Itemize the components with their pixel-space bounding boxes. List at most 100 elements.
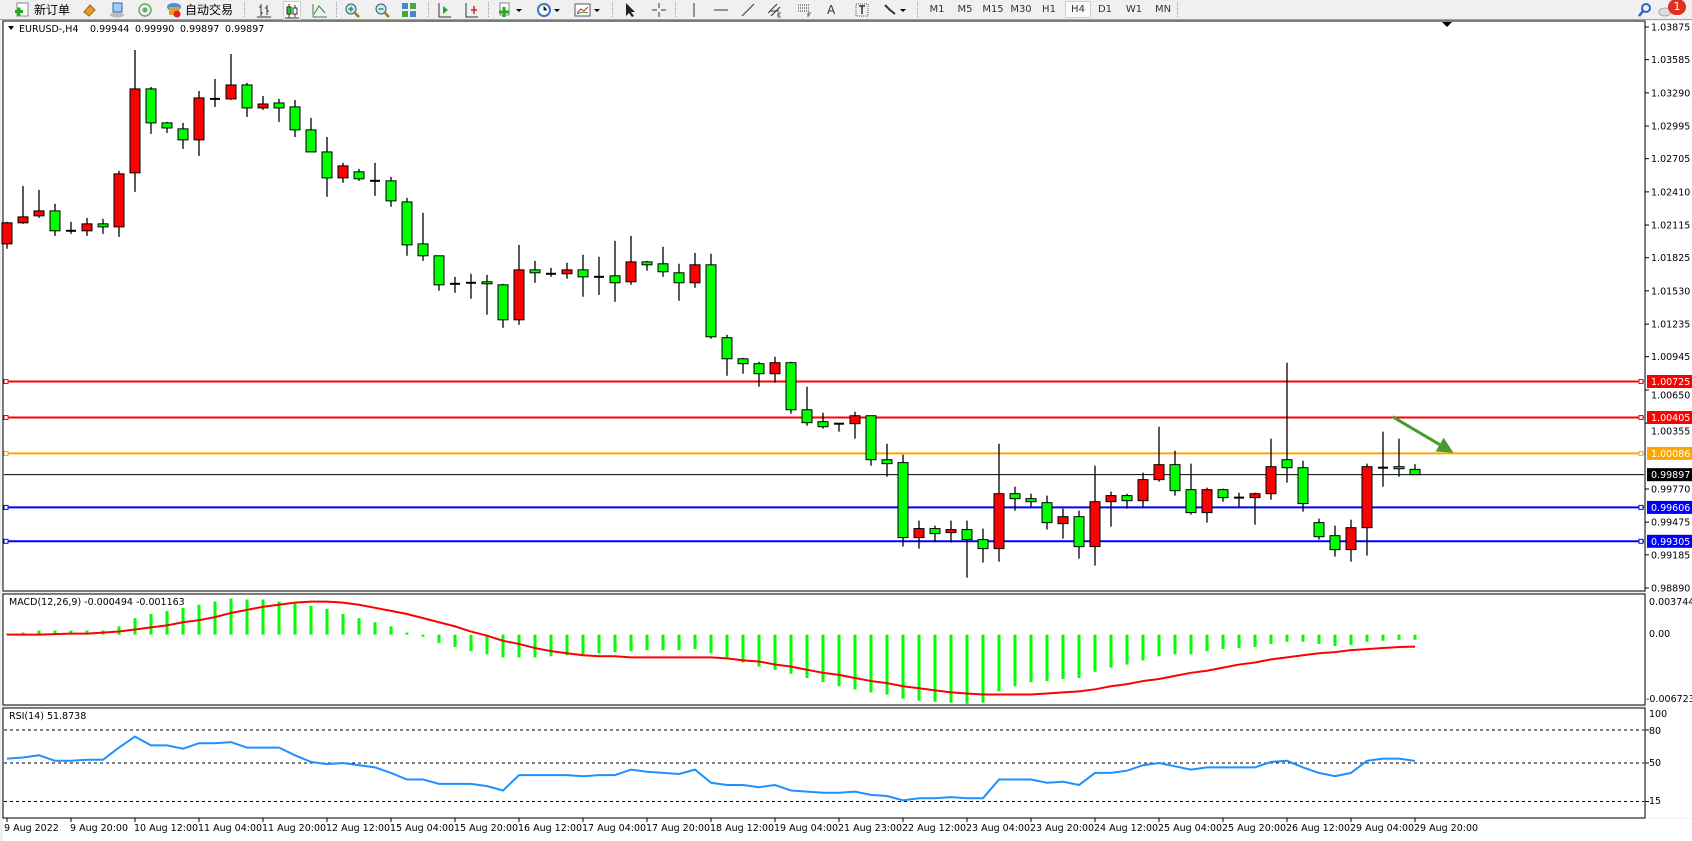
- candle[interactable]: [1234, 492, 1244, 507]
- timeframe-m30[interactable]: M30: [1010, 4, 1032, 15]
- candle[interactable]: [945, 520, 957, 543]
- horizontal-line-button[interactable]: [713, 1, 729, 18]
- candle[interactable]: [466, 273, 476, 299]
- candle[interactable]: [929, 525, 941, 542]
- candle[interactable]: [1089, 465, 1101, 566]
- candle[interactable]: [834, 422, 844, 432]
- line-handle-left[interactable]: [3, 415, 9, 421]
- candle[interactable]: [433, 255, 445, 291]
- candle[interactable]: [785, 361, 797, 414]
- candle[interactable]: [401, 197, 413, 256]
- vertical-line-button[interactable]: [686, 1, 702, 18]
- new-order-button[interactable]: 新订单: [14, 1, 70, 18]
- market-watch-button[interactable]: [81, 1, 97, 18]
- candle[interactable]: [753, 361, 765, 387]
- candle[interactable]: [273, 98, 285, 122]
- chart-menu-triangle-icon[interactable]: [8, 26, 14, 30]
- zoom-in-button[interactable]: [344, 1, 360, 18]
- navigator-button[interactable]: [109, 1, 125, 18]
- candle[interactable]: [289, 99, 301, 137]
- candle[interactable]: [1169, 450, 1181, 496]
- line-handle-right[interactable]: [1638, 450, 1644, 456]
- candle[interactable]: [1409, 464, 1421, 476]
- candle[interactable]: [417, 212, 429, 261]
- candle[interactable]: [385, 176, 397, 207]
- candle[interactable]: [561, 262, 573, 279]
- candle[interactable]: [529, 260, 541, 283]
- candle[interactable]: [1249, 492, 1261, 525]
- candle[interactable]: [1281, 362, 1293, 483]
- candle[interactable]: [337, 162, 349, 183]
- timeframe-w1[interactable]: W1: [1125, 4, 1143, 15]
- candle[interactable]: [801, 386, 813, 426]
- timeframe-m5[interactable]: M5: [957, 4, 973, 15]
- candle[interactable]: [321, 136, 333, 197]
- templates-button[interactable]: [574, 1, 602, 18]
- timeframe-m15[interactable]: M15: [982, 4, 1004, 15]
- candle[interactable]: [257, 95, 269, 110]
- candle[interactable]: [1137, 472, 1149, 507]
- timeframe-d1[interactable]: D1: [1097, 4, 1113, 15]
- candle[interactable]: [225, 54, 237, 100]
- candle[interactable]: [66, 221, 76, 234]
- candle[interactable]: [865, 415, 877, 466]
- candle[interactable]: [49, 203, 61, 236]
- line-handle-right[interactable]: [1638, 504, 1644, 510]
- candle[interactable]: [1185, 463, 1197, 515]
- candle[interactable]: [145, 86, 157, 134]
- candle[interactable]: [689, 252, 701, 288]
- time-axis[interactable]: [3, 819, 1692, 841]
- candle[interactable]: [577, 254, 589, 297]
- candle[interactable]: [481, 274, 493, 315]
- candle[interactable]: [1378, 431, 1388, 487]
- candle[interactable]: [705, 253, 717, 339]
- candle[interactable]: [1057, 508, 1069, 539]
- candle[interactable]: [737, 357, 749, 374]
- candle[interactable]: [1393, 438, 1405, 477]
- candle[interactable]: [17, 185, 29, 224]
- zoom-out-button[interactable]: [374, 1, 390, 18]
- candle[interactable]: [1297, 460, 1309, 512]
- line-chart-button[interactable]: [312, 1, 328, 18]
- timeframe-m1[interactable]: M1: [929, 4, 945, 15]
- line-handle-right[interactable]: [1638, 378, 1644, 384]
- candle[interactable]: [450, 276, 460, 293]
- cursor-button[interactable]: [622, 1, 638, 18]
- candle[interactable]: [546, 267, 556, 277]
- search-button[interactable]: [1637, 1, 1653, 18]
- candle[interactable]: [769, 356, 781, 383]
- candle[interactable]: [33, 189, 45, 218]
- candle[interactable]: [129, 49, 141, 192]
- candle[interactable]: [1153, 426, 1165, 482]
- candle[interactable]: [897, 454, 909, 547]
- candle[interactable]: [1073, 510, 1085, 559]
- candle[interactable]: [913, 520, 925, 549]
- crosshair-button[interactable]: [651, 1, 667, 18]
- chart-shift-button[interactable]: [463, 1, 479, 18]
- signals-button[interactable]: [137, 1, 153, 18]
- candle[interactable]: [177, 122, 189, 149]
- timeframe-h4[interactable]: H4: [1065, 1, 1091, 18]
- candle[interactable]: [657, 246, 669, 277]
- candle[interactable]: [161, 121, 173, 133]
- candle[interactable]: [961, 520, 973, 578]
- candle[interactable]: [513, 244, 525, 325]
- candle[interactable]: [305, 117, 317, 153]
- candle[interactable]: [625, 235, 637, 285]
- candle[interactable]: [1329, 525, 1341, 557]
- equidistant-channel-button[interactable]: [767, 1, 783, 18]
- candle[interactable]: [673, 263, 685, 301]
- candle[interactable]: [1345, 519, 1357, 562]
- candle[interactable]: [1009, 486, 1021, 511]
- bar-chart-button[interactable]: [256, 1, 272, 18]
- candle[interactable]: [1121, 493, 1133, 509]
- line-handle-left[interactable]: [3, 538, 9, 544]
- chart-shift-marker-icon[interactable]: [1442, 22, 1452, 27]
- timeframe-mn[interactable]: MN: [1154, 4, 1172, 15]
- candle[interactable]: [113, 170, 125, 237]
- candle[interactable]: [977, 528, 989, 563]
- arrow-annotation[interactable]: [1391, 415, 1454, 453]
- line-handle-right[interactable]: [1638, 415, 1644, 421]
- fibonacci-button[interactable]: [797, 1, 813, 18]
